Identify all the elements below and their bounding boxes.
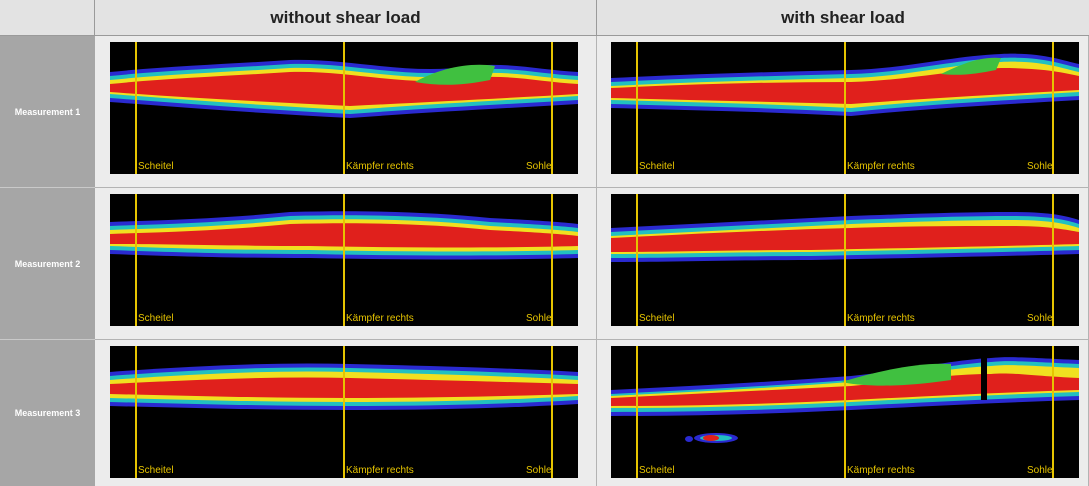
cell-m1-with-shear: Scheitel Kämpfer rechts Sohle bbox=[597, 36, 1089, 188]
marker-label-sohle: Sohle bbox=[526, 465, 552, 476]
marker-label-sohle: Sohle bbox=[1027, 465, 1053, 476]
marker-label-scheitel: Scheitel bbox=[639, 313, 675, 324]
heatmap-plot: Scheitel Kämpfer rechts Sohle bbox=[110, 42, 578, 174]
heatmap-graphic bbox=[611, 42, 1079, 174]
heatmap-graphic bbox=[110, 346, 578, 478]
row-header-measurement-2: Measurement 2 bbox=[0, 188, 95, 340]
cell-m3-without-shear: Scheitel Kämpfer rechts Sohle bbox=[95, 340, 597, 486]
marker-label-kaempfer-rechts: Kämpfer rechts bbox=[847, 313, 915, 324]
cell-m3-with-shear: Scheitel Kämpfer rechts Sohle bbox=[597, 340, 1089, 486]
marker-label-sohle: Sohle bbox=[1027, 313, 1053, 324]
marker-label-scheitel: Scheitel bbox=[138, 161, 174, 172]
heatmap-graphic bbox=[611, 346, 1079, 478]
heatmap-graphic bbox=[110, 194, 578, 326]
heatmap-plot: Scheitel Kämpfer rechts Sohle bbox=[611, 194, 1079, 326]
row-header-measurement-3: Measurement 3 bbox=[0, 340, 95, 486]
marker-label-kaempfer-rechts: Kämpfer rechts bbox=[346, 465, 414, 476]
marker-label-scheitel: Scheitel bbox=[138, 465, 174, 476]
heatmap-plot: Scheitel Kämpfer rechts Sohle bbox=[110, 194, 578, 326]
cell-m2-without-shear: Scheitel Kämpfer rechts Sohle bbox=[95, 188, 597, 340]
marker-label-kaempfer-rechts: Kämpfer rechts bbox=[847, 465, 915, 476]
row-header-measurement-1: Measurement 1 bbox=[0, 36, 95, 188]
marker-label-scheitel: Scheitel bbox=[639, 161, 675, 172]
heatmap-graphic bbox=[110, 42, 578, 174]
marker-label-kaempfer-rechts: Kämpfer rechts bbox=[346, 161, 414, 172]
marker-label-scheitel: Scheitel bbox=[639, 465, 675, 476]
cell-m2-with-shear: Scheitel Kämpfer rechts Sohle bbox=[597, 188, 1089, 340]
marker-label-sohle: Sohle bbox=[1027, 161, 1053, 172]
marker-label-sohle: Sohle bbox=[526, 161, 552, 172]
heatmap-plot: Scheitel Kämpfer rechts Sohle bbox=[110, 346, 578, 478]
column-header-with-shear: with shear load bbox=[597, 0, 1089, 36]
heatmap-plot: Scheitel Kämpfer rechts Sohle bbox=[611, 42, 1079, 174]
marker-label-sohle: Sohle bbox=[526, 313, 552, 324]
marker-label-kaempfer-rechts: Kämpfer rechts bbox=[847, 161, 915, 172]
corner-cell bbox=[0, 0, 95, 36]
column-header-without-shear: without shear load bbox=[95, 0, 597, 36]
marker-label-kaempfer-rechts: Kämpfer rechts bbox=[346, 313, 414, 324]
cell-m1-without-shear: Scheitel Kämpfer rechts Sohle bbox=[95, 36, 597, 188]
heatmap-plot: Scheitel Kämpfer rechts Sohle bbox=[611, 346, 1079, 478]
heatmap-graphic bbox=[611, 194, 1079, 326]
marker-label-scheitel: Scheitel bbox=[138, 313, 174, 324]
